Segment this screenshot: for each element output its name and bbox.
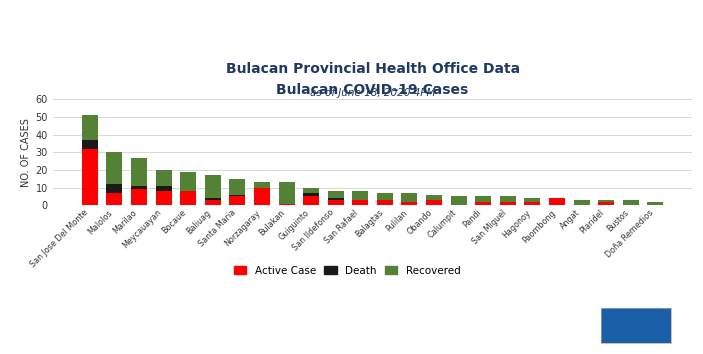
Bar bbox=[623, 200, 639, 205]
Y-axis label: NO. OF CASES: NO. OF CASES bbox=[21, 118, 32, 187]
Bar bbox=[82, 140, 98, 149]
Bar bbox=[475, 202, 491, 205]
Bar bbox=[278, 204, 295, 205]
Bar bbox=[352, 200, 368, 205]
Bar bbox=[229, 196, 245, 205]
Bar bbox=[229, 179, 245, 195]
Bar bbox=[106, 193, 122, 205]
Bar bbox=[377, 200, 393, 205]
Bar bbox=[401, 202, 418, 205]
Bar bbox=[180, 172, 196, 191]
Bar bbox=[205, 175, 221, 198]
Text: as of June 18, 2020 4PM: as of June 18, 2020 4PM bbox=[310, 88, 435, 98]
Bar bbox=[131, 189, 147, 205]
Bar bbox=[82, 115, 98, 140]
Bar bbox=[205, 198, 221, 200]
Title: Bulacan Provincial Health Office Data
Bulacan COVID-19 Cases: Bulacan Provincial Health Office Data Bu… bbox=[226, 62, 520, 97]
Bar bbox=[254, 182, 270, 188]
Bar bbox=[254, 188, 270, 205]
Bar bbox=[328, 200, 344, 205]
Bar bbox=[205, 200, 221, 205]
Bar bbox=[303, 193, 319, 196]
Bar bbox=[229, 195, 245, 196]
Legend: Active Case, Death, Recovered: Active Case, Death, Recovered bbox=[233, 266, 460, 276]
Bar bbox=[598, 200, 614, 202]
Bar bbox=[328, 198, 344, 200]
Bar bbox=[131, 158, 147, 186]
Bar bbox=[303, 196, 319, 205]
Bar bbox=[524, 202, 541, 205]
Bar bbox=[500, 202, 516, 205]
Bar bbox=[377, 193, 393, 200]
Bar bbox=[352, 191, 368, 200]
Bar bbox=[303, 188, 319, 193]
Bar bbox=[598, 202, 614, 205]
Bar bbox=[426, 195, 442, 200]
Bar bbox=[155, 186, 172, 191]
Bar bbox=[106, 152, 122, 184]
Bar bbox=[106, 184, 122, 193]
Bar bbox=[82, 149, 98, 205]
Bar bbox=[475, 196, 491, 202]
Bar bbox=[524, 198, 541, 202]
Bar bbox=[278, 182, 295, 204]
Bar bbox=[500, 196, 516, 202]
Bar bbox=[180, 191, 196, 205]
Bar bbox=[328, 191, 344, 198]
Bar bbox=[549, 198, 565, 205]
Bar bbox=[155, 170, 172, 186]
Bar bbox=[401, 193, 418, 202]
Bar bbox=[131, 186, 147, 189]
Bar bbox=[155, 191, 172, 205]
Bar bbox=[426, 200, 442, 205]
Bar bbox=[574, 200, 590, 205]
Bar bbox=[647, 202, 664, 205]
Bar bbox=[451, 196, 467, 205]
